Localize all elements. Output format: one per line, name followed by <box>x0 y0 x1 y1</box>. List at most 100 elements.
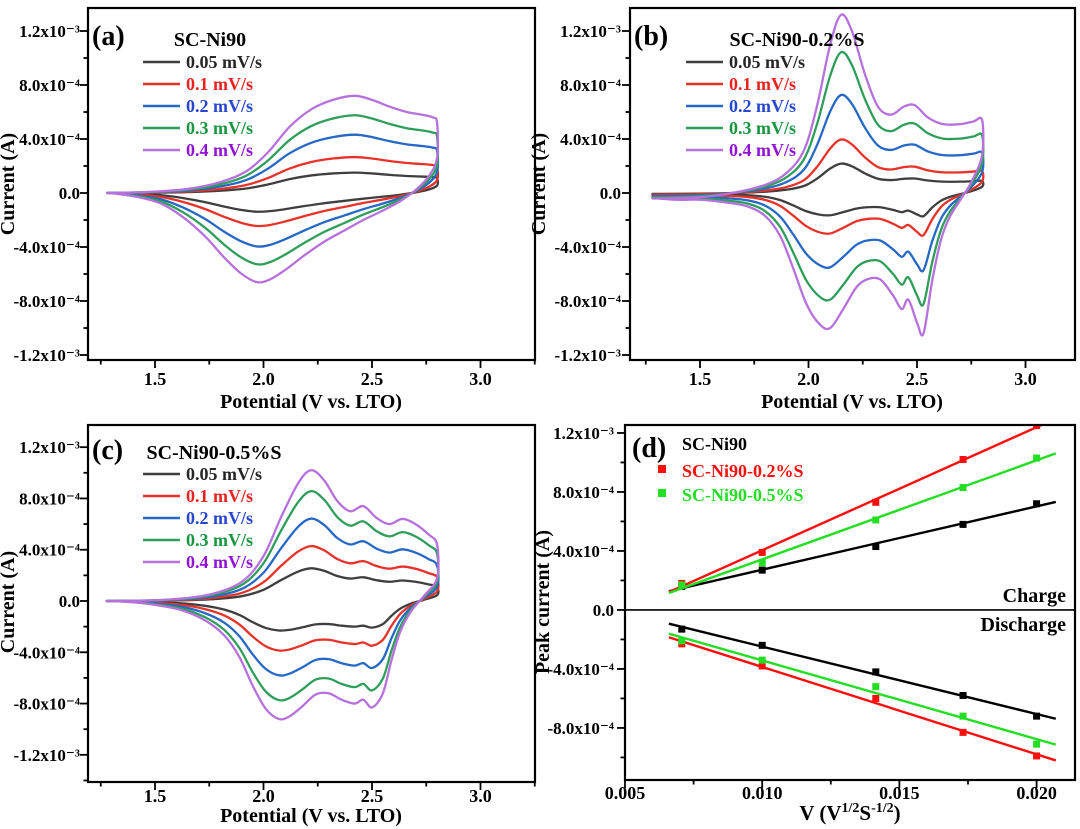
y-tick-label: 1.2x10⁻³ <box>19 22 80 41</box>
cv-curve-03mVs <box>105 490 440 702</box>
y-tick-label: 1.2x10⁻³ <box>560 22 621 41</box>
panel-letter: (d) <box>632 433 666 464</box>
legend-entry-label: SC-Ni90-0.5%S <box>682 485 804 505</box>
discharge-marker-SC-Ni90-0.5%S <box>678 637 686 645</box>
legend-entry-label: 0.2 mV/s <box>186 96 253 116</box>
cv-curve-01mVs <box>106 155 440 228</box>
y-tick-label: 8.0x10⁻⁴ <box>560 76 621 95</box>
charge-marker-SC-Ni90-0.2%S <box>959 456 967 464</box>
panel-title: SC-Ni90-0.2%S <box>729 29 864 51</box>
charge-marker-SC-Ni90-0.5%S <box>1033 454 1041 462</box>
x-tick-label: 2.5 <box>361 369 384 389</box>
legend-entry-label: SC-Ni90 <box>682 434 747 454</box>
x-tick-label: 3.0 <box>469 369 492 389</box>
y-tick-label: 8.0x10⁻⁴ <box>19 76 80 95</box>
legend-entry-label: 0.05 mV/s <box>186 52 262 72</box>
legend-entry-label: 0.05 mV/s <box>729 52 805 72</box>
cv-curve-01mVs <box>651 138 985 237</box>
x-axis-title: V (V1/2S-1/2) <box>799 801 900 825</box>
x-tick-label: 3.0 <box>469 786 492 806</box>
legend-entry-label: 0.2 mV/s <box>729 96 796 116</box>
legend: 0.05 mV/s0.1 mV/s0.2 mV/s0.3 mV/s0.4 mV/… <box>143 52 262 160</box>
legend-marker <box>658 465 666 473</box>
y-tick-label: 4.0x10⁻⁴ <box>560 130 621 149</box>
discharge-marker-SC-Ni90-0.2%S <box>1033 752 1041 760</box>
x-tick-label: 0.020 <box>1016 783 1057 803</box>
cv-curve-03mVs <box>651 50 985 307</box>
legend-entry-label: 0.4 mV/s <box>186 552 253 572</box>
panel-d: 0.005 0.010 0.015 0.020 1.2x10⁻³ 8.0x10⁻⁴ 4.0x… <box>532 423 1077 825</box>
y-tick-label: 0.0 <box>593 601 614 620</box>
y-tick-label: -1.2x10⁻³ <box>14 746 80 765</box>
charge-marker-SC-Ni90 <box>872 543 880 551</box>
legend-entry-label: 0.2 mV/s <box>186 508 253 528</box>
y-tick-label: -8.0x10⁻⁴ <box>555 292 621 311</box>
charge-marker-SC-Ni90-0.5%S <box>758 559 766 567</box>
x-axis-title-sup: -1/2 <box>871 801 894 816</box>
y-tick-label: -1.2x10⁻³ <box>555 346 621 365</box>
x-tick-label: 2.0 <box>797 369 820 389</box>
legend-entry-label: 0.1 mV/s <box>186 486 253 506</box>
panel-letter: (a) <box>92 21 125 52</box>
panel-a: 1.5 2.0 2.5 3.0 1.2x10⁻³ 8.0x10⁻⁴ 4.0x10⁻⁴ 0.0 -… <box>0 6 537 413</box>
cv-curve-005mVs <box>105 567 440 632</box>
discharge-region-label: Discharge <box>980 614 1066 636</box>
charge-fit-line-SC-Ni90-0.5%S <box>668 452 1057 595</box>
legend-entry-label: 0.4 mV/s <box>186 140 253 160</box>
cv-curve-02mVs <box>651 93 985 273</box>
y-tick-label: 0.0 <box>59 184 80 203</box>
legend-entry-label: 0.05 mV/s <box>186 464 262 484</box>
panel-title: SC-Ni90-0.5%S <box>146 442 281 464</box>
y-tick-label: 0.0 <box>59 592 80 611</box>
legend-entry-label: 0.4 mV/s <box>729 140 796 160</box>
charge-marker-SC-Ni90-0.2%S <box>1033 425 1041 430</box>
x-axis-title: Potential (V vs. LTO) <box>761 391 943 413</box>
x-tick-label: 2.5 <box>906 369 929 389</box>
y-tick-label: -4.0x10⁻⁴ <box>14 238 80 257</box>
panel-letter: (b) <box>634 21 668 52</box>
discharge-fit-line-SC-Ni90-0.5%S <box>668 632 1057 746</box>
discharge-marker-SC-Ni90 <box>872 668 880 676</box>
charge-marker-SC-Ni90-0.5%S <box>872 516 880 524</box>
panel-d-plot-area <box>668 425 1057 762</box>
panel-a-plot-area <box>106 94 440 284</box>
plot-frame <box>628 6 1077 362</box>
x-tick-label: 1.5 <box>144 369 167 389</box>
charge-marker-SC-Ni90 <box>959 520 967 528</box>
cv-curve-005mVs <box>651 162 985 218</box>
x-axis-title: Potential (V vs. LTO) <box>220 391 402 413</box>
y-tick-label: 0.0 <box>600 184 621 203</box>
discharge-marker-SC-Ni90-0.5%S <box>758 656 766 664</box>
discharge-marker-SC-Ni90 <box>1033 712 1041 720</box>
x-tick-label: 0.005 <box>605 783 646 803</box>
discharge-marker-SC-Ni90-0.5%S <box>1033 740 1041 748</box>
panel-b: 1.5 2.0 2.5 3.0 1.2x10⁻³ 8.0x10⁻⁴ 4.0x10⁻⁴ 0.0 -… <box>528 6 1077 413</box>
legend-entry-label: SC-Ni90-0.2%S <box>682 461 804 481</box>
charge-marker-SC-Ni90-0.2%S <box>872 498 880 506</box>
cv-curve-04mVs <box>106 94 440 284</box>
y-axis-title: Current (A) <box>528 133 550 235</box>
x-axis-title: Potential (V vs. LTO) <box>220 805 402 827</box>
legend-marker <box>658 489 666 497</box>
panel-letter: (c) <box>92 435 123 466</box>
cv-curve-01mVs <box>105 544 440 652</box>
x-axis-title-part: V (V <box>799 801 841 825</box>
y-tick-label: 1.2x10⁻³ <box>19 438 80 457</box>
x-tick-label: 2.0 <box>252 369 275 389</box>
cv-curve-04mVs <box>105 469 440 721</box>
y-tick-label: -8.0x10⁻⁴ <box>548 719 614 738</box>
x-tick-label: 2.0 <box>252 786 275 806</box>
y-tick-label: -8.0x10⁻⁴ <box>14 695 80 714</box>
cv-curve-02mVs <box>105 517 440 677</box>
panel-title: SC-Ni90 <box>174 29 246 51</box>
panel-c: 1.5 2.0 2.5 3.0 1.2x10⁻³ 8.0x10⁻⁴ 4.0x10⁻⁴ 0.0 -… <box>0 423 537 827</box>
y-tick-label: 8.0x10⁻⁴ <box>553 483 614 502</box>
legend: 0.05 mV/s0.1 mV/s0.2 mV/s0.3 mV/s0.4 mV/… <box>686 52 805 160</box>
x-axis-title-part: S <box>859 801 871 825</box>
y-axis-title: Peak current (A) <box>532 530 554 674</box>
discharge-marker-SC-Ni90 <box>959 691 967 699</box>
x-tick-label: 0.010 <box>742 783 783 803</box>
charge-fit-line-SC-Ni90 <box>668 500 1057 593</box>
panel-c-plot-area <box>105 469 440 721</box>
